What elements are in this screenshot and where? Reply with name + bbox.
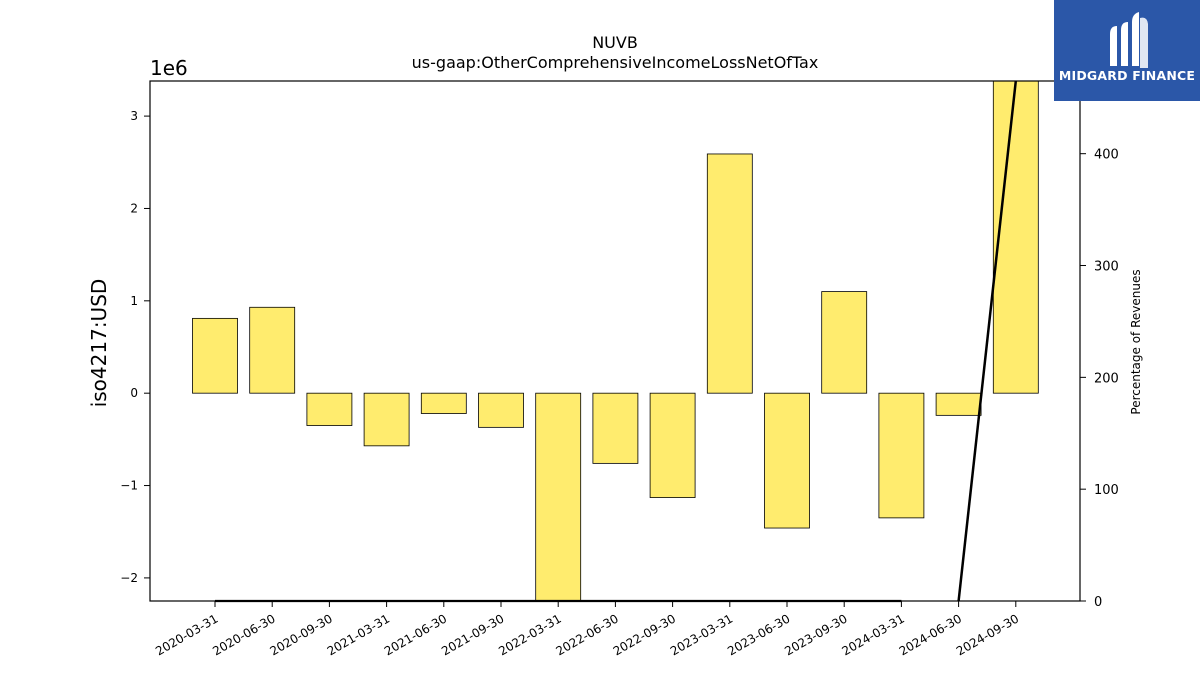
- x-tick-label: 2024-06-30: [897, 611, 964, 658]
- x-tick-label: 2023-03-31: [668, 611, 735, 658]
- bar-2021-09-30: [478, 392, 524, 428]
- y-tick-label: 3: [130, 109, 138, 123]
- bar-2024-09-30: [992, 80, 1039, 394]
- x-tick-label: 2022-03-31: [496, 611, 563, 658]
- y-tick-label: −1: [120, 479, 138, 493]
- x-tick-label: 2021-06-30: [382, 611, 449, 658]
- y2-tick-label: 0: [1094, 595, 1102, 610]
- x-tick-label: 2023-09-30: [782, 611, 849, 658]
- midgard-m-logo-icon: [1110, 12, 1148, 69]
- x-tick-label: 2020-03-31: [153, 611, 220, 658]
- y2-tick-label: 200: [1094, 371, 1119, 386]
- y2-axis-label: Percentage of Revenues: [1129, 269, 1143, 414]
- percentage-line: [957, 80, 1018, 602]
- bar-2021-06-30: [420, 392, 467, 414]
- logo-text: MIDGARD FINANCE: [1058, 68, 1196, 83]
- x-tick-label: 2022-09-30: [611, 611, 678, 658]
- bar-2020-03-31: [192, 317, 238, 394]
- bar-2023-03-31: [706, 153, 753, 394]
- y2-tick-label: 400: [1094, 148, 1119, 163]
- chart-subtitle: us-gaap:OtherComprehensiveIncomeLossNetO…: [412, 53, 819, 72]
- bar-2022-03-31: [535, 392, 582, 602]
- x-tick-label: 2022-06-30: [553, 611, 620, 658]
- y-scale-label: 1e6: [150, 56, 188, 80]
- x-tick-label: 2020-06-30: [210, 611, 277, 658]
- x-tick-label: 2024-09-30: [954, 611, 1021, 658]
- y-tick-label: 1: [130, 294, 138, 308]
- y-tick-label: 0: [130, 386, 138, 400]
- bar-2021-03-31: [363, 392, 410, 447]
- bar-2022-09-30: [649, 392, 696, 498]
- y2-tick-label: 300: [1094, 260, 1119, 275]
- bar-2024-03-31: [878, 392, 925, 519]
- x-tick-label: 2024-03-31: [839, 611, 906, 658]
- x-tick-label: 2023-06-30: [725, 611, 792, 658]
- x-tick-label: 2021-09-30: [439, 611, 506, 658]
- x-tick-label: 2021-03-31: [325, 611, 392, 658]
- chart-title: NUVB: [592, 33, 638, 52]
- y-axis-label: iso4217:USD: [87, 279, 111, 408]
- bar-2020-09-30: [306, 392, 353, 426]
- bar-2020-06-30: [249, 306, 296, 394]
- y2-tick-label: 100: [1094, 483, 1119, 498]
- bar-2023-06-30: [764, 392, 810, 529]
- bar-2023-09-30: [821, 291, 868, 394]
- y-tick-label: −2: [120, 571, 138, 585]
- bar-2024-06-30: [935, 392, 982, 416]
- x-tick-label: 2020-09-30: [267, 611, 334, 658]
- y-tick-label: 2: [130, 201, 138, 215]
- midgard-finance-logo: MIDGARD FINANCE: [1054, 0, 1200, 101]
- bar-2022-06-30: [592, 392, 639, 464]
